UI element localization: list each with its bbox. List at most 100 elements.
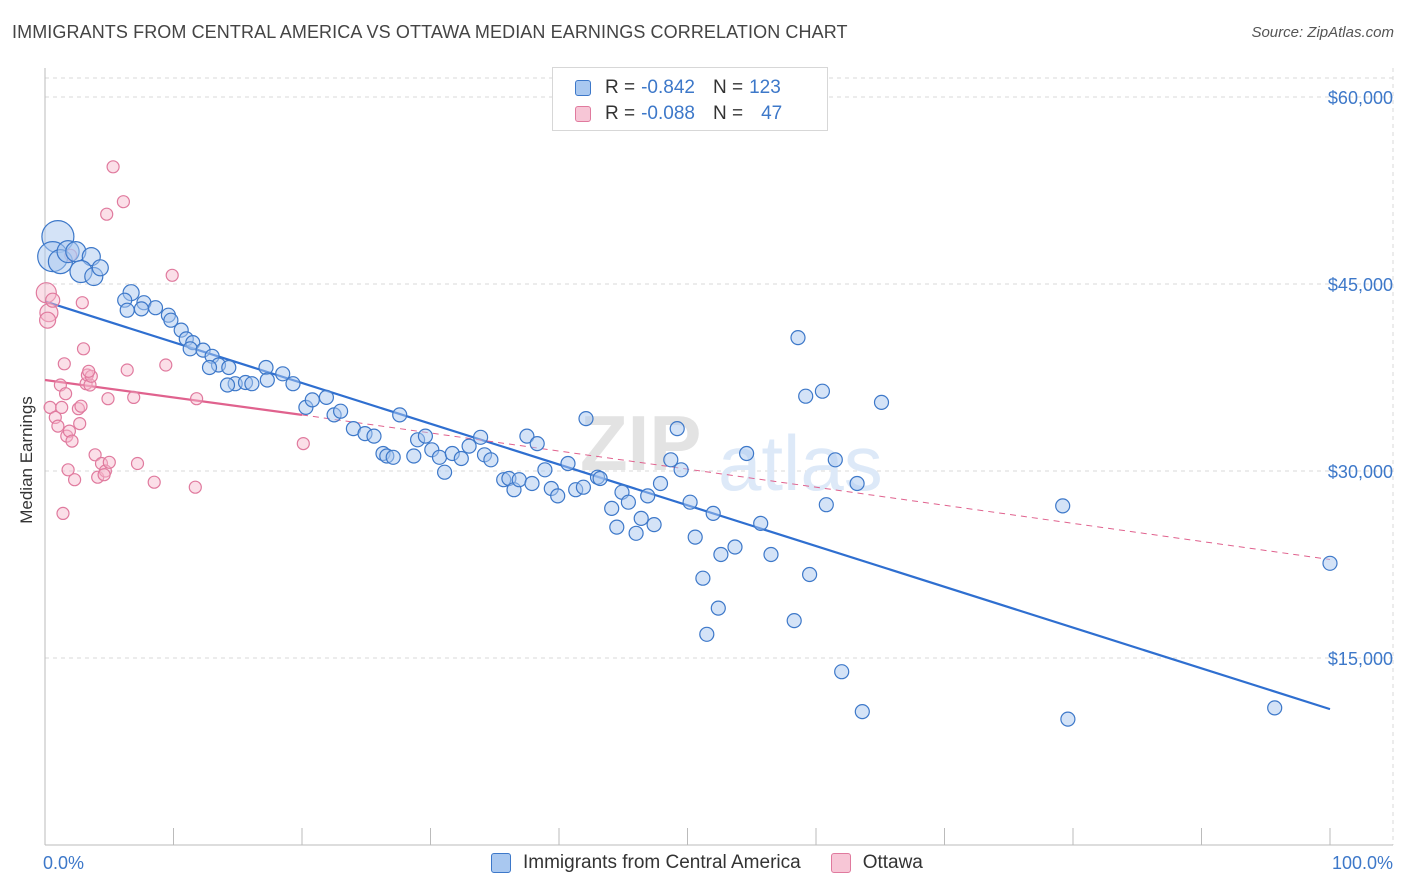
data-point [431,449,448,465]
x-tick-label-max: 100.0% [1332,853,1393,873]
central-america-points [37,220,1338,727]
series-swatch-pink [830,853,851,873]
data-point [738,445,755,462]
data-point [511,472,527,488]
data-point [763,546,779,563]
data-point [259,372,275,388]
data-point [244,376,260,392]
data-point [834,664,850,680]
data-point [57,357,71,371]
legend-row-ottawa: R = -0.088 N = 47 [575,102,782,126]
data-point [849,475,865,492]
data-point [519,428,535,444]
data-point [713,546,729,563]
source-label: Source: ZipAtlas.com [1251,24,1394,41]
data-point [682,494,698,510]
data-point [727,539,743,555]
y-tick-label: $15,000 [1328,649,1393,669]
data-point [366,428,382,444]
data-point [827,452,843,468]
data-point [1322,555,1338,571]
data-point [119,302,135,318]
data-point [147,475,161,489]
data-point [663,452,679,468]
data-point [258,359,274,376]
data-point [182,341,198,357]
data-point [188,480,202,494]
data-point [529,436,545,452]
data-point [318,389,334,405]
data-point [45,292,61,308]
data-point [873,394,890,410]
legend-swatch-pink [575,106,591,122]
series-label-central-america: Immigrants from Central America [523,852,801,873]
chart-title: IMMIGRANTS FROM CENTRAL AMERICA VS OTTAW… [12,22,848,42]
data-point [102,455,116,469]
watermark-atlas: atlas [718,419,883,507]
legend-r-value: -0.088 [641,103,695,124]
data-point [38,311,57,329]
data-point [652,475,669,492]
data-point [285,376,301,392]
data-point [120,363,134,377]
data-point [51,419,65,433]
legend-r-label: R = [605,77,636,98]
data-point [818,497,834,513]
data-point [116,195,131,209]
data-point [604,500,620,516]
data-point [633,510,649,527]
data-point [58,387,73,401]
data-point [417,428,433,444]
data-point [127,390,141,404]
data-point [798,388,814,404]
data-point [333,403,349,419]
data-point [461,438,477,454]
data-point [814,383,831,399]
data-point [296,437,310,451]
data-point [524,475,540,492]
data-point [61,463,75,477]
x-tick-label-min: 0.0% [43,853,84,873]
data-point [854,703,870,720]
data-point [646,516,662,533]
data-point [74,399,88,413]
legend-swatch-blue [575,80,591,96]
data-point [88,448,102,462]
data-point [710,600,726,616]
data-point [537,462,553,478]
series-legend: Immigrants from Central America Ottawa [491,852,953,874]
data-point [620,494,637,510]
data-point [73,417,87,431]
data-point [385,449,401,465]
legend-r-value: -0.842 [641,77,695,98]
data-point [165,268,179,282]
data-point [147,300,164,316]
data-point [133,301,149,317]
data-point [76,342,91,356]
y-tick-labels: $15,000 $30,000 $45,000 $60,000 [1328,88,1393,669]
legend-n-value: 123 [749,77,781,98]
data-point [699,626,715,642]
correlation-legend: R = -0.842 N = 123 R = -0.088 N = 47 [552,67,828,131]
data-point [65,434,79,448]
data-point [560,455,576,472]
data-point [62,424,77,438]
y-tick-label: $60,000 [1328,88,1393,108]
data-point [705,505,721,522]
data-point [392,407,408,423]
data-point [453,450,469,467]
legend-n-value: 47 [761,103,783,124]
data-point [275,366,291,382]
series-swatch-blue [491,853,511,873]
data-point [97,468,111,482]
series-legend-central-america: Immigrants from Central America [491,852,801,874]
data-point [130,456,145,471]
data-point [55,400,69,414]
data-point [406,448,422,464]
data-point [790,330,806,346]
legend-n-label: N = [712,103,744,124]
data-point [1055,498,1071,514]
ottawa-points [35,160,310,521]
data-point [221,359,237,376]
